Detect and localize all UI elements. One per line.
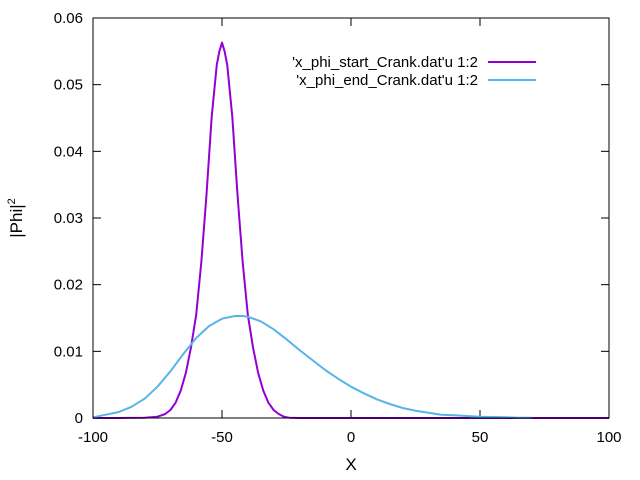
x-tick-label: -50 xyxy=(211,429,233,446)
y-tick-label: 0.02 xyxy=(54,277,83,294)
y-tick-label: 0.01 xyxy=(54,343,83,360)
y-axis-label-superscript: 2 xyxy=(6,198,18,204)
x-tick-label: 100 xyxy=(596,429,621,446)
series-line-1 xyxy=(93,41,609,419)
x-tick-label: -100 xyxy=(78,429,108,446)
y-tick-label: 0.04 xyxy=(54,143,83,160)
y-axis-label-main: |Phi| xyxy=(7,204,26,237)
x-tick-label: 0 xyxy=(347,429,355,446)
legend-label-2: 'x_phi_end_Crank.dat'u 1:2 xyxy=(296,72,478,89)
y-tick-label: 0.06 xyxy=(54,10,83,27)
legend: 'x_phi_start_Crank.dat'u 1:2'x_phi_end_C… xyxy=(292,54,536,89)
x-tick-label: 50 xyxy=(472,429,489,446)
legend-label-1: 'x_phi_start_Crank.dat'u 1:2 xyxy=(292,54,478,71)
x-axis-label: X xyxy=(345,455,356,474)
series-line-2 xyxy=(92,315,532,419)
plot-border xyxy=(92,17,610,419)
series-layer xyxy=(92,41,609,419)
y-tick-label: 0 xyxy=(75,410,83,427)
y-tick-label: 0.05 xyxy=(54,77,83,94)
y-axis-label: |Phi|2 xyxy=(6,198,26,238)
ticks-layer: -100 -50 0 50 100 0 0.01 0.02 0.03 0.04 0.05 0.06 xyxy=(54,10,622,446)
y-tick-label: 0.03 xyxy=(54,210,83,227)
